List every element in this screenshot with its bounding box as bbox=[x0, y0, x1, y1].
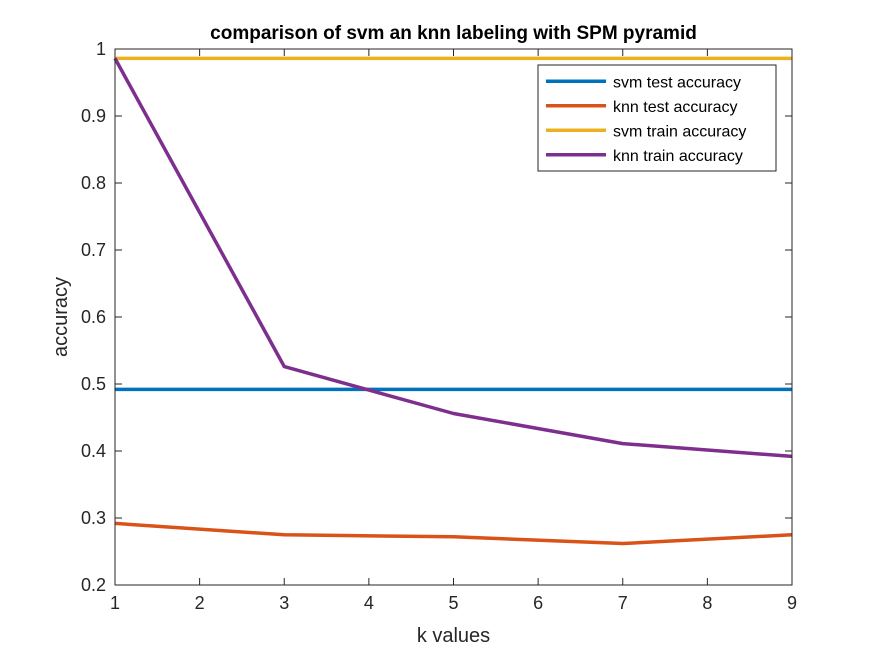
legend-label-3: knn train accuracy bbox=[613, 148, 743, 165]
y-tick-label: 0.6 bbox=[81, 307, 106, 327]
x-axis-label: k values bbox=[417, 625, 490, 647]
x-axis: 1 2 3 4 5 6 7 8 9 bbox=[110, 49, 797, 613]
chart-title: comparison of svm an knn labeling with S… bbox=[210, 23, 697, 44]
x-tick-label: 5 bbox=[448, 593, 458, 613]
x-tick-label: 3 bbox=[279, 593, 289, 613]
y-tick-label: 0.4 bbox=[81, 441, 106, 461]
y-tick-label: 0.8 bbox=[81, 173, 106, 193]
series-line-3 bbox=[113, 57, 793, 459]
y-tick-label: 1 bbox=[96, 39, 106, 59]
y-tick-label: 0.5 bbox=[81, 374, 106, 394]
x-tick-label: 4 bbox=[364, 593, 374, 613]
series-layer bbox=[113, 56, 793, 546]
y-tick-label: 0.3 bbox=[81, 508, 106, 528]
x-tick-label: 6 bbox=[533, 593, 543, 613]
legend-label-1: knn test accuracy bbox=[613, 99, 738, 116]
legend-label-0: svm test accuracy bbox=[613, 74, 741, 91]
x-tick-label: 1 bbox=[110, 593, 120, 613]
x-tick-label: 2 bbox=[195, 593, 205, 613]
x-tick-label: 7 bbox=[618, 593, 628, 613]
legend-label-2: svm train accuracy bbox=[613, 123, 746, 140]
y-axis-label: accuracy bbox=[50, 277, 72, 357]
y-tick-label: 0.7 bbox=[81, 240, 106, 260]
y-tick-label: 0.2 bbox=[81, 575, 106, 595]
legend: svm test accuracy knn test accuracy svm tr… bbox=[537, 64, 777, 172]
series-line-1 bbox=[114, 521, 793, 546]
y-tick-label: 0.9 bbox=[81, 106, 106, 126]
y-axis: 0.2 0.3 0.4 0.5 0.6 0.7 0.8 0.9 1 bbox=[81, 39, 792, 595]
x-tick-label: 8 bbox=[702, 593, 712, 613]
x-tick-label: 9 bbox=[787, 593, 797, 613]
